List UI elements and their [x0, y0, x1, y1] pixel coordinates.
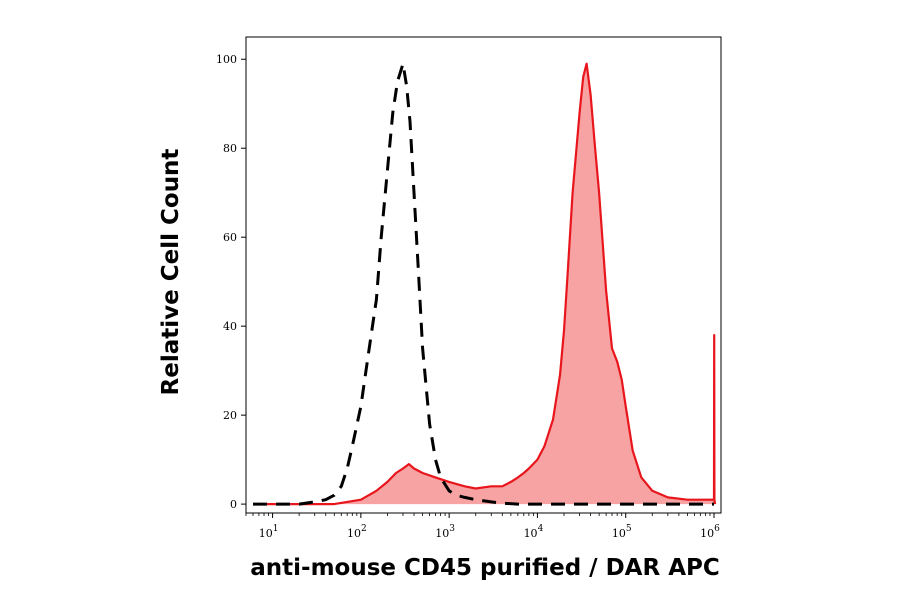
x-axis: 101 102 103 104 105 106	[245, 513, 720, 540]
y-tick-label: 60	[223, 231, 237, 244]
x-tick-label: 102	[347, 524, 367, 540]
y-tick-label: 80	[223, 142, 237, 155]
series-1-line	[253, 62, 717, 506]
y-tick-label: 20	[223, 409, 237, 422]
y-tick-label: 0	[230, 498, 237, 511]
y-axis: 0 20 40 60 80 100	[216, 53, 246, 511]
x-tick-label: 103	[435, 524, 455, 540]
x-tick-label: 106	[700, 524, 720, 540]
x-tick-label: 101	[259, 524, 279, 540]
y-tick-label: 100	[216, 53, 237, 66]
x-tick-label: 105	[612, 524, 632, 540]
series-1-area	[253, 63, 716, 505]
y-tick-label: 40	[223, 320, 237, 333]
x-axis-title: anti-mouse CD45 purified / DAR APC	[250, 555, 719, 581]
plot-frame	[245, 36, 722, 514]
series-0-line	[253, 62, 714, 506]
x-tick-label: 104	[524, 524, 544, 540]
series-layer	[253, 62, 717, 506]
y-axis-title: Relative Cell Count	[158, 149, 184, 396]
